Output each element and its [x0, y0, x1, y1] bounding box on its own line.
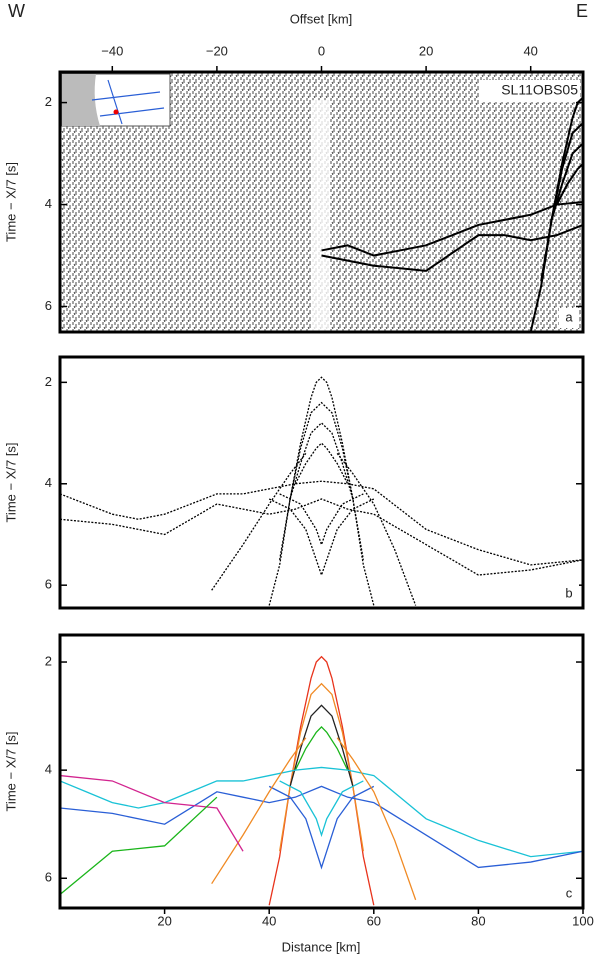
panel-label-box	[559, 884, 579, 904]
y-axis-title: Time − X/7 [s]	[3, 442, 18, 522]
curve	[279, 780, 364, 838]
annotation-box	[480, 80, 580, 102]
annotation: SL11OBS05	[501, 82, 578, 98]
east-label: E	[576, 1, 588, 21]
curve	[60, 796, 218, 895]
curve	[60, 785, 583, 869]
y-tick-label: 6	[45, 298, 52, 313]
x-tick-label: −40	[101, 43, 123, 58]
panel-frame	[58, 355, 585, 610]
x-tick-label: −20	[206, 43, 228, 58]
curve	[279, 682, 364, 852]
panel-label: b	[565, 585, 572, 600]
x-tick-label: 40	[523, 43, 537, 58]
x-axis-title: Offset [km]	[290, 11, 353, 26]
y-axis-title: Time − X/7 [s]	[3, 162, 18, 242]
y-axis-title: Time − X/7 [s]	[3, 731, 18, 811]
curve	[336, 737, 417, 901]
west-label: W	[8, 1, 25, 21]
curve	[321, 200, 583, 257]
panel-label: c	[566, 885, 573, 900]
x-tick-label: 40	[262, 913, 276, 928]
y-tick-label: 2	[45, 94, 52, 109]
x-axis-title: Distance [km]	[282, 939, 361, 954]
curve	[550, 141, 583, 221]
y-tick-label: 4	[45, 762, 52, 777]
curve	[60, 774, 244, 852]
x-tick-label: 0	[318, 43, 325, 58]
panel-label-box	[559, 584, 579, 604]
curve	[336, 452, 417, 606]
plot-area	[321, 96, 583, 332]
curve	[289, 422, 354, 500]
curve	[60, 498, 583, 576]
seismic-gap	[312, 100, 330, 332]
y-tick-label: 2	[45, 374, 52, 389]
curve	[268, 785, 375, 870]
curve	[211, 452, 307, 591]
y-tick-label: 4	[45, 475, 52, 490]
curve	[540, 121, 583, 282]
x-tick-label: 20	[419, 43, 433, 58]
panel-label-box	[559, 308, 579, 328]
y-tick-label: 4	[45, 196, 52, 211]
panel-frame	[58, 633, 585, 910]
curve	[211, 737, 307, 885]
y-tick-label: 2	[45, 653, 52, 668]
y-tick-label: 6	[45, 577, 52, 592]
curve	[279, 401, 364, 560]
x-tick-label: 100	[572, 913, 594, 928]
x-tick-label: 20	[157, 913, 171, 928]
curve	[268, 376, 375, 606]
curve	[60, 766, 583, 858]
curve	[294, 725, 349, 771]
inset-map	[61, 73, 171, 127]
curve	[321, 223, 583, 272]
panel-label: a	[565, 309, 573, 324]
curve	[294, 442, 349, 485]
plot-area	[60, 376, 583, 606]
plot-area	[60, 655, 583, 906]
curve	[268, 498, 375, 578]
y-tick-label: 6	[45, 870, 52, 885]
x-tick-label: 80	[471, 913, 485, 928]
x-tick-label: 60	[367, 913, 381, 928]
curve	[555, 162, 583, 206]
curve	[60, 480, 583, 566]
curve	[279, 493, 364, 547]
curve	[289, 704, 354, 787]
